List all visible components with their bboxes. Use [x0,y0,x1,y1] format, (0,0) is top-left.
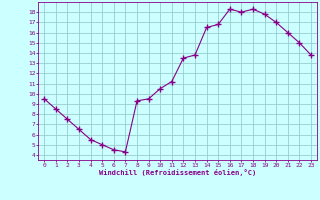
X-axis label: Windchill (Refroidissement éolien,°C): Windchill (Refroidissement éolien,°C) [99,169,256,176]
